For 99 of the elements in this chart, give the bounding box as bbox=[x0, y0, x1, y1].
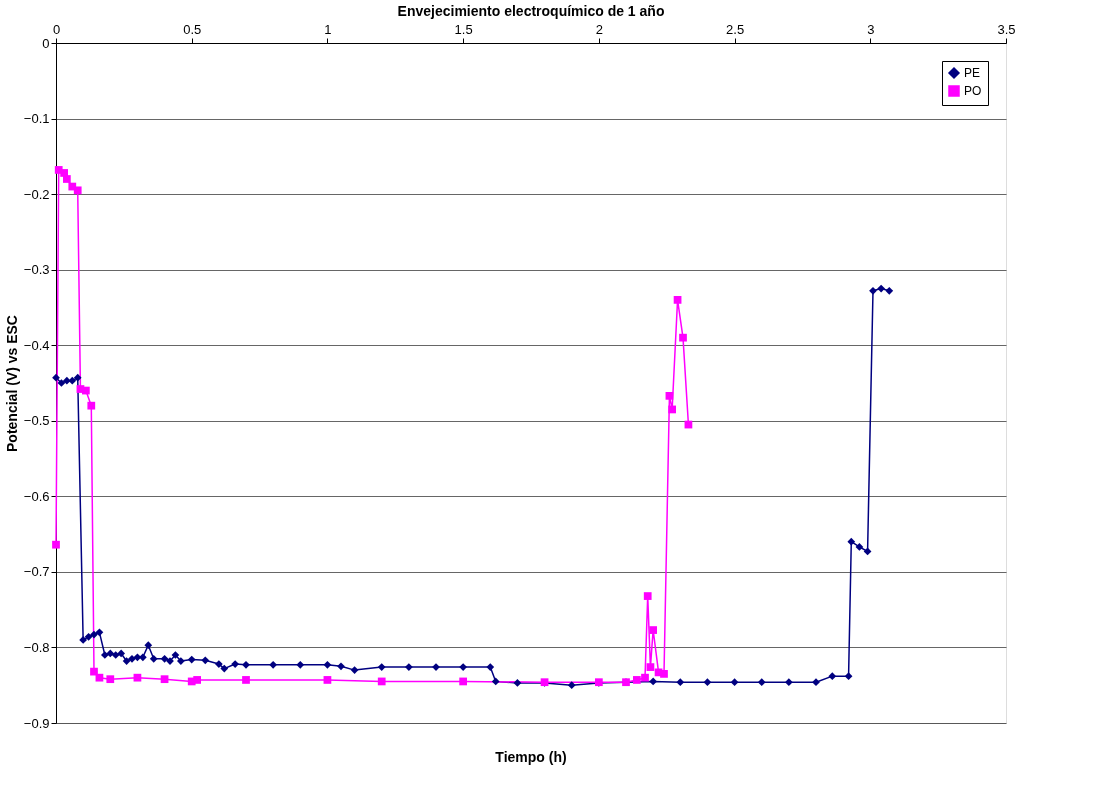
point bbox=[149, 654, 158, 663]
point bbox=[106, 675, 115, 684]
point bbox=[660, 670, 668, 678]
y-tick-label: −0.9 bbox=[23, 715, 50, 731]
point bbox=[844, 672, 853, 681]
point bbox=[323, 676, 332, 684]
point bbox=[117, 649, 126, 658]
point bbox=[641, 673, 649, 682]
point bbox=[220, 664, 229, 673]
point bbox=[52, 540, 60, 549]
point bbox=[459, 663, 468, 671]
x-tick-label: 1 bbox=[324, 21, 332, 37]
point bbox=[513, 679, 522, 687]
point bbox=[214, 660, 223, 668]
x-tick-label: 0 bbox=[52, 21, 61, 37]
point bbox=[62, 175, 71, 183]
y-tick-label: −0.3 bbox=[23, 262, 50, 278]
point bbox=[567, 681, 576, 690]
point bbox=[84, 632, 93, 641]
y-tick-label: −0.6 bbox=[23, 488, 50, 504]
legend-label: PE bbox=[964, 66, 981, 80]
point bbox=[855, 543, 864, 551]
point bbox=[828, 672, 837, 681]
y-tick-label: 0 bbox=[42, 35, 50, 51]
point bbox=[90, 630, 98, 639]
point bbox=[679, 333, 687, 342]
point bbox=[885, 286, 894, 295]
x-tick-label: 3 bbox=[867, 21, 875, 37]
point bbox=[350, 666, 359, 674]
point bbox=[877, 284, 886, 293]
point bbox=[668, 405, 677, 414]
point bbox=[486, 663, 495, 671]
point bbox=[377, 663, 386, 671]
point bbox=[95, 673, 104, 682]
point bbox=[111, 651, 120, 659]
point bbox=[869, 286, 877, 295]
point bbox=[128, 654, 136, 663]
y-tick-label: −0.7 bbox=[23, 564, 50, 580]
point bbox=[242, 676, 250, 684]
point bbox=[459, 677, 468, 686]
point bbox=[665, 391, 674, 400]
y-tick-label: −0.4 bbox=[23, 337, 50, 353]
point bbox=[160, 654, 169, 663]
y-tick-label: −0.5 bbox=[23, 413, 50, 429]
point bbox=[90, 667, 98, 676]
point bbox=[491, 677, 500, 686]
x-tick-label: 1.5 bbox=[454, 21, 473, 37]
point bbox=[95, 628, 104, 637]
point bbox=[176, 657, 185, 665]
point bbox=[812, 678, 820, 687]
x-tick-label: 2 bbox=[595, 21, 603, 37]
chart-title: Envejecimiento electroquímico de 1 año bbox=[397, 3, 665, 19]
point bbox=[676, 678, 685, 687]
point bbox=[171, 651, 180, 659]
point bbox=[160, 675, 169, 684]
point bbox=[52, 373, 60, 382]
point bbox=[68, 376, 77, 385]
point bbox=[757, 678, 766, 687]
point bbox=[187, 655, 196, 664]
point bbox=[242, 660, 250, 669]
x-tick-label: 2.5 bbox=[726, 21, 745, 37]
point bbox=[323, 660, 332, 669]
point bbox=[377, 677, 386, 686]
point bbox=[201, 656, 210, 665]
point bbox=[133, 653, 142, 662]
point bbox=[784, 678, 793, 687]
point bbox=[646, 663, 655, 671]
point bbox=[337, 662, 345, 671]
point bbox=[404, 663, 413, 671]
point bbox=[649, 626, 658, 634]
point bbox=[643, 592, 652, 600]
point bbox=[57, 379, 66, 387]
point bbox=[87, 401, 96, 410]
y-tick-label: −0.8 bbox=[23, 639, 50, 655]
point bbox=[673, 296, 682, 304]
point bbox=[133, 673, 142, 682]
point bbox=[106, 649, 115, 658]
y-axis-title: Potencial (V) vs ESC bbox=[3, 315, 20, 452]
point bbox=[847, 537, 856, 546]
y-tick-label: −0.1 bbox=[23, 111, 50, 127]
legend-label: PO bbox=[964, 84, 982, 98]
point bbox=[632, 676, 641, 684]
point bbox=[730, 678, 739, 687]
point bbox=[79, 636, 88, 644]
point bbox=[81, 386, 90, 395]
point bbox=[649, 677, 658, 686]
x-tick-label: 3.5 bbox=[997, 21, 1016, 37]
point bbox=[296, 660, 305, 669]
y-tick-label: −0.2 bbox=[23, 186, 50, 202]
point bbox=[269, 660, 278, 669]
point bbox=[193, 676, 202, 684]
point bbox=[73, 373, 82, 382]
x-axis-title: Tiempo (h) bbox=[495, 749, 567, 765]
point bbox=[703, 678, 712, 687]
point bbox=[144, 641, 153, 650]
point bbox=[73, 186, 82, 195]
point bbox=[122, 657, 131, 665]
x-tick-label: 0.5 bbox=[183, 21, 202, 37]
point bbox=[231, 660, 240, 668]
